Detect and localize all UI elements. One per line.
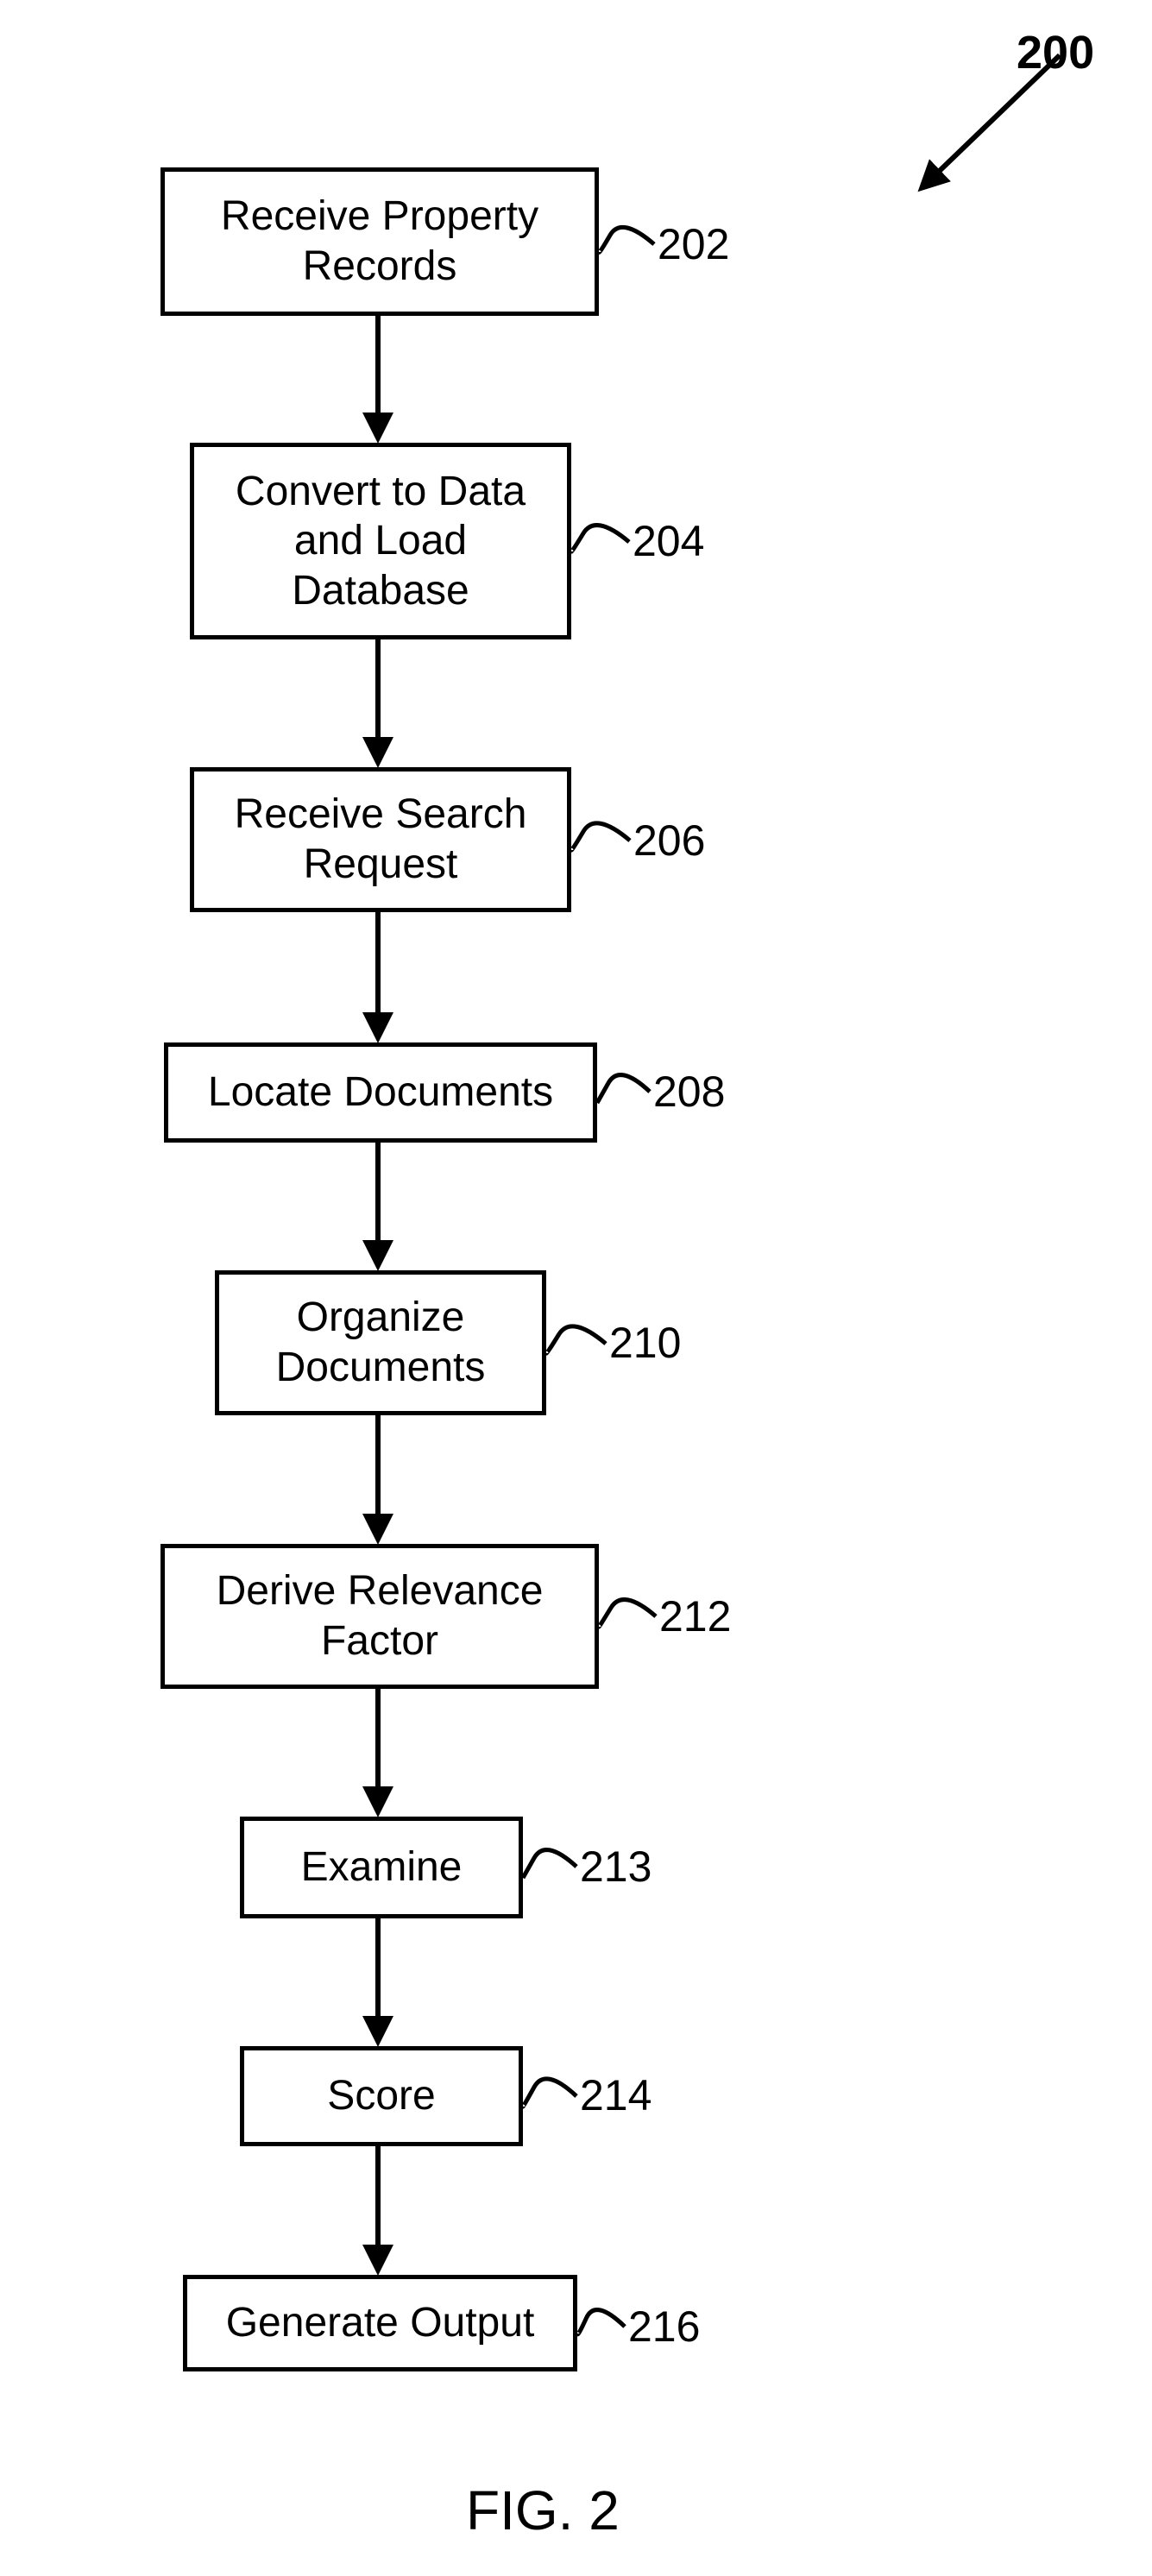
step-label-216: 216 (628, 2302, 700, 2352)
label-connector (523, 2079, 576, 2107)
flow-step-204: Convert to Data and Load Database (190, 443, 571, 639)
label-connector (546, 1326, 606, 1353)
step-label-210: 210 (609, 1318, 681, 1368)
flow-step-210: Organize Documents (215, 1270, 546, 1415)
label-connector (523, 1850, 576, 1878)
figure-caption: FIG. 2 (466, 2478, 620, 2542)
flow-step-213: Examine (240, 1817, 523, 1918)
label-connector (571, 823, 630, 850)
flow-step-214: Score (240, 2046, 523, 2146)
step-label-208: 208 (653, 1067, 725, 1117)
flowchart-svg (0, 0, 1152, 2576)
label-connector (577, 2310, 625, 2334)
label-connector (571, 526, 629, 552)
flow-step-206: Receive Search Request (190, 767, 571, 912)
step-label-214: 214 (580, 2070, 652, 2120)
step-label-213: 213 (580, 1842, 652, 1892)
label-connector (599, 1600, 656, 1627)
flow-step-212: Derive Relevance Factor (161, 1544, 599, 1689)
label-connector (599, 227, 654, 252)
diagram-pointer-arrow (0, 0, 1152, 2576)
flowchart-diagram: 200 Receive Property Records 202 Convert t… (0, 0, 1152, 2576)
step-label-202: 202 (658, 219, 729, 269)
label-connector (597, 1075, 650, 1103)
step-label-206: 206 (633, 816, 705, 866)
step-label-204: 204 (633, 516, 704, 566)
flow-step-208: Locate Documents (164, 1042, 597, 1143)
flow-step-216: Generate Output (183, 2275, 577, 2371)
diagram-number-label: 200 (1017, 26, 1094, 79)
flow-step-202: Receive Property Records (161, 167, 599, 316)
step-label-212: 212 (659, 1591, 731, 1641)
